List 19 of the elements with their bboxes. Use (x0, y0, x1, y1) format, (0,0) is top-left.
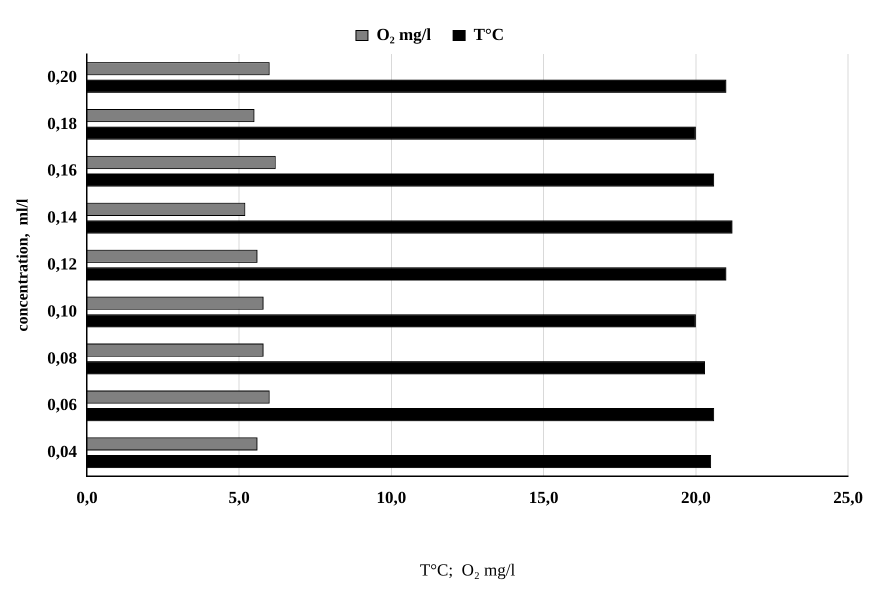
y-tick-label: 0,08 (47, 348, 77, 368)
x-tick-label: 10,0 (376, 488, 406, 507)
x-tick-label: 15,0 (528, 488, 559, 507)
x-tick-label: 0,0 (76, 488, 98, 507)
y-tick-label: 0,18 (47, 114, 77, 133)
x-tick-label: 25,0 (833, 488, 863, 507)
x-axis-title: T°C; O₂ mg/l (420, 560, 516, 580)
y-tick-label: 0,06 (47, 395, 77, 414)
legend-label: O₂ mg/l (376, 24, 432, 44)
y-tick-label: 0,16 (47, 160, 77, 180)
legend-label: T°C (474, 24, 504, 44)
x-tick-label: 20,0 (681, 488, 711, 507)
y-tick-label: 0,20 (47, 66, 77, 86)
y-axis-title: concentration, ml/l (14, 198, 32, 332)
y-tick-label: 0,14 (47, 208, 78, 227)
y-tick-label: 0,04 (47, 442, 78, 462)
x-tick-label: 5,0 (228, 488, 250, 507)
y-tick-label: 0,10 (47, 301, 77, 320)
y-tick-label: 0,12 (47, 254, 77, 274)
